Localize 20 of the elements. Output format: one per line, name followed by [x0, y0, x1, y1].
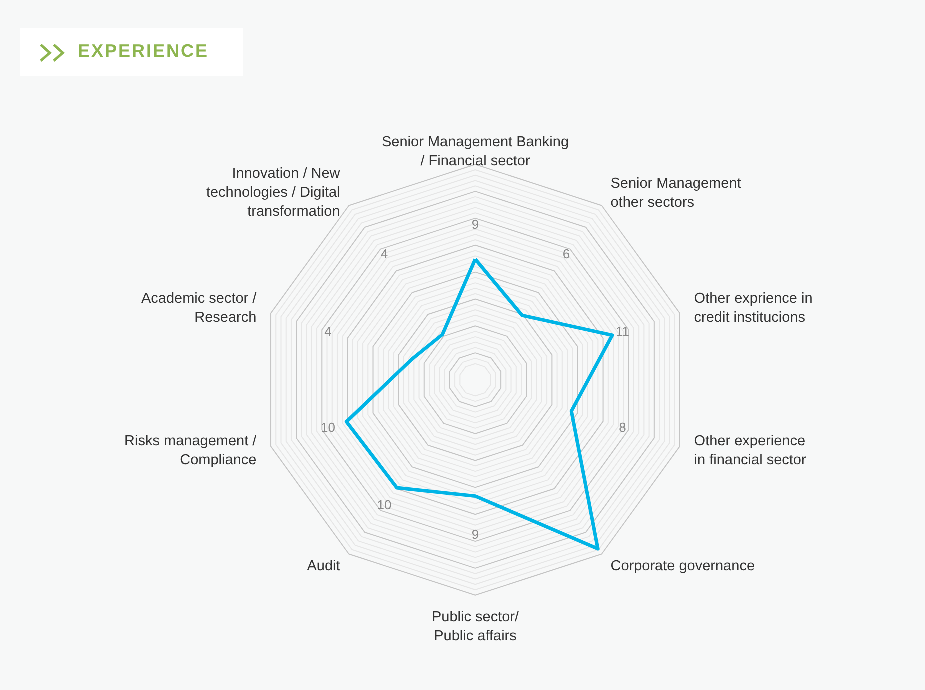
text: 4: [380, 246, 388, 262]
spoke-label: Senior Management other sectors: [610, 176, 742, 211]
text: 4: [324, 324, 332, 340]
spoke-label: Audit: [307, 558, 340, 574]
spoke-label: Other experience in financial sector: [694, 434, 806, 469]
text: 8: [619, 420, 626, 435]
spoke-label: Public sector/ Public affairs: [432, 609, 520, 644]
text: 10: [321, 420, 336, 435]
text: 9: [472, 216, 480, 232]
spoke-label: Other exprience in credit institucions: [694, 291, 813, 326]
spoke-label: Innovation / New technologies / Digital transformation: [206, 166, 341, 220]
spoke-label: Corporate governance: [610, 558, 756, 574]
spoke-label: Academic sector / Research: [141, 291, 258, 326]
text: 10: [377, 497, 392, 512]
text: 6: [562, 246, 570, 262]
chart-title: EXPERIENCE: [78, 41, 210, 62]
text: 11: [616, 324, 630, 340]
text: 9: [472, 527, 480, 542]
spoke-label: Senior Management Banking / Financial sector: [382, 134, 570, 170]
spoke-label: Risks management / Compliance: [124, 434, 258, 469]
